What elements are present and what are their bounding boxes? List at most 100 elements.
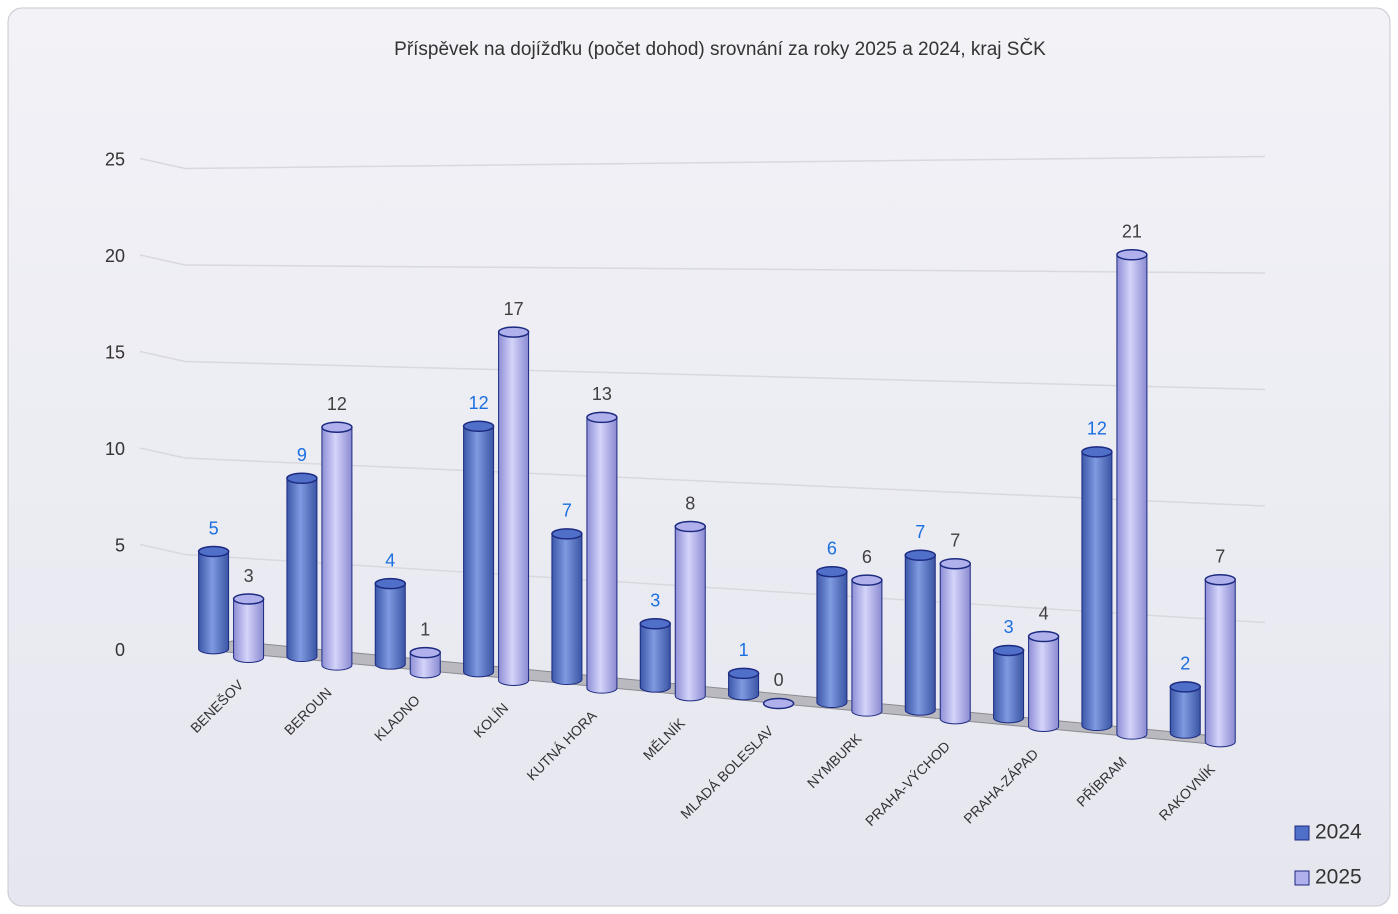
data-label: 3 [650,591,660,611]
bar-body [586,416,618,694]
bar [232,593,265,663]
bar-body [1204,579,1236,748]
bar-top [939,557,971,570]
bar-top [286,472,318,485]
data-label: 0 [774,670,784,690]
data-label: 6 [862,547,872,567]
bar-top [904,549,936,561]
y-tick-label: 10 [105,439,125,459]
bar-body [816,571,848,708]
bar-top [551,528,583,540]
bar [551,528,583,685]
data-label: 12 [327,394,347,414]
bar-body [1169,686,1201,739]
data-label: 7 [562,501,572,521]
bar-body [639,623,671,693]
chart-background [7,7,1391,907]
legend-label: 2025 [1315,866,1362,889]
bar [674,520,706,702]
bar-body [851,579,883,717]
data-label: 13 [592,384,612,404]
bar-top [197,545,230,558]
grid-line [139,155,1266,170]
bar-top [1169,681,1201,693]
bar [321,421,353,671]
legend-swatch [1294,870,1310,886]
data-label: 8 [685,493,695,513]
data-label: 7 [915,522,925,542]
bar-body [233,598,265,663]
bar [816,565,848,708]
bar [462,420,495,678]
bar [939,557,971,725]
bar-top [497,326,530,338]
bar-top [1081,446,1113,458]
bar-top [409,646,441,659]
data-label: 12 [1087,419,1107,439]
bar-top [1204,573,1236,586]
data-label: 1 [739,640,749,660]
data-label: 6 [827,538,837,558]
bar-top [674,520,706,533]
bar-top [816,565,848,578]
bar [409,646,441,679]
bar-top [727,667,760,680]
data-label: 17 [504,299,524,319]
bar-top [232,593,265,605]
grid-line [139,447,1266,507]
data-label: 4 [1039,603,1049,623]
legend-swatch [1294,825,1310,841]
bar-body [1116,254,1148,740]
data-label: 3 [244,566,254,586]
bar-top [1116,249,1148,261]
grid-line [139,254,1266,274]
data-label: 9 [297,445,307,465]
bar-top [374,577,406,590]
data-label: 1 [420,619,430,639]
y-tick-label: 0 [115,640,125,660]
bar-body [198,551,230,655]
bar-body [674,526,706,702]
bar-body [993,649,1025,724]
data-label: 7 [1215,546,1225,566]
bar [1027,630,1060,732]
bar-body [904,554,936,716]
bar [1204,573,1236,748]
y-tick-label: 5 [115,535,125,555]
bar [497,326,530,686]
bar [286,472,318,662]
bar [851,574,883,717]
bar-body [409,652,441,679]
data-label: 4 [385,550,395,570]
bar-body [286,477,318,662]
bar [197,545,230,655]
bar-body [728,672,760,701]
bar-body [463,425,495,678]
bar [639,618,671,693]
bar [586,411,618,694]
bar-body [1028,636,1060,732]
bar-top [462,420,495,432]
bar-body [498,331,530,686]
y-tick-label: 15 [105,342,125,362]
bar-body [321,426,353,671]
bar-top [321,421,353,433]
bar-top [586,411,618,424]
bar-body [374,583,406,670]
bar [992,644,1025,724]
data-label: 3 [1004,617,1014,637]
bar-body [551,533,583,685]
y-tick-label: 20 [105,246,125,266]
data-label: 2 [1180,654,1190,674]
bar [1081,446,1113,731]
data-label: 12 [469,393,489,413]
data-label: 5 [209,518,219,538]
bar [727,667,760,701]
bar [904,549,936,716]
bar-top [992,644,1025,657]
bar-top [1027,630,1060,643]
bar-body [939,563,971,725]
legend-label: 2024 [1315,821,1362,844]
bar-top [762,697,795,710]
